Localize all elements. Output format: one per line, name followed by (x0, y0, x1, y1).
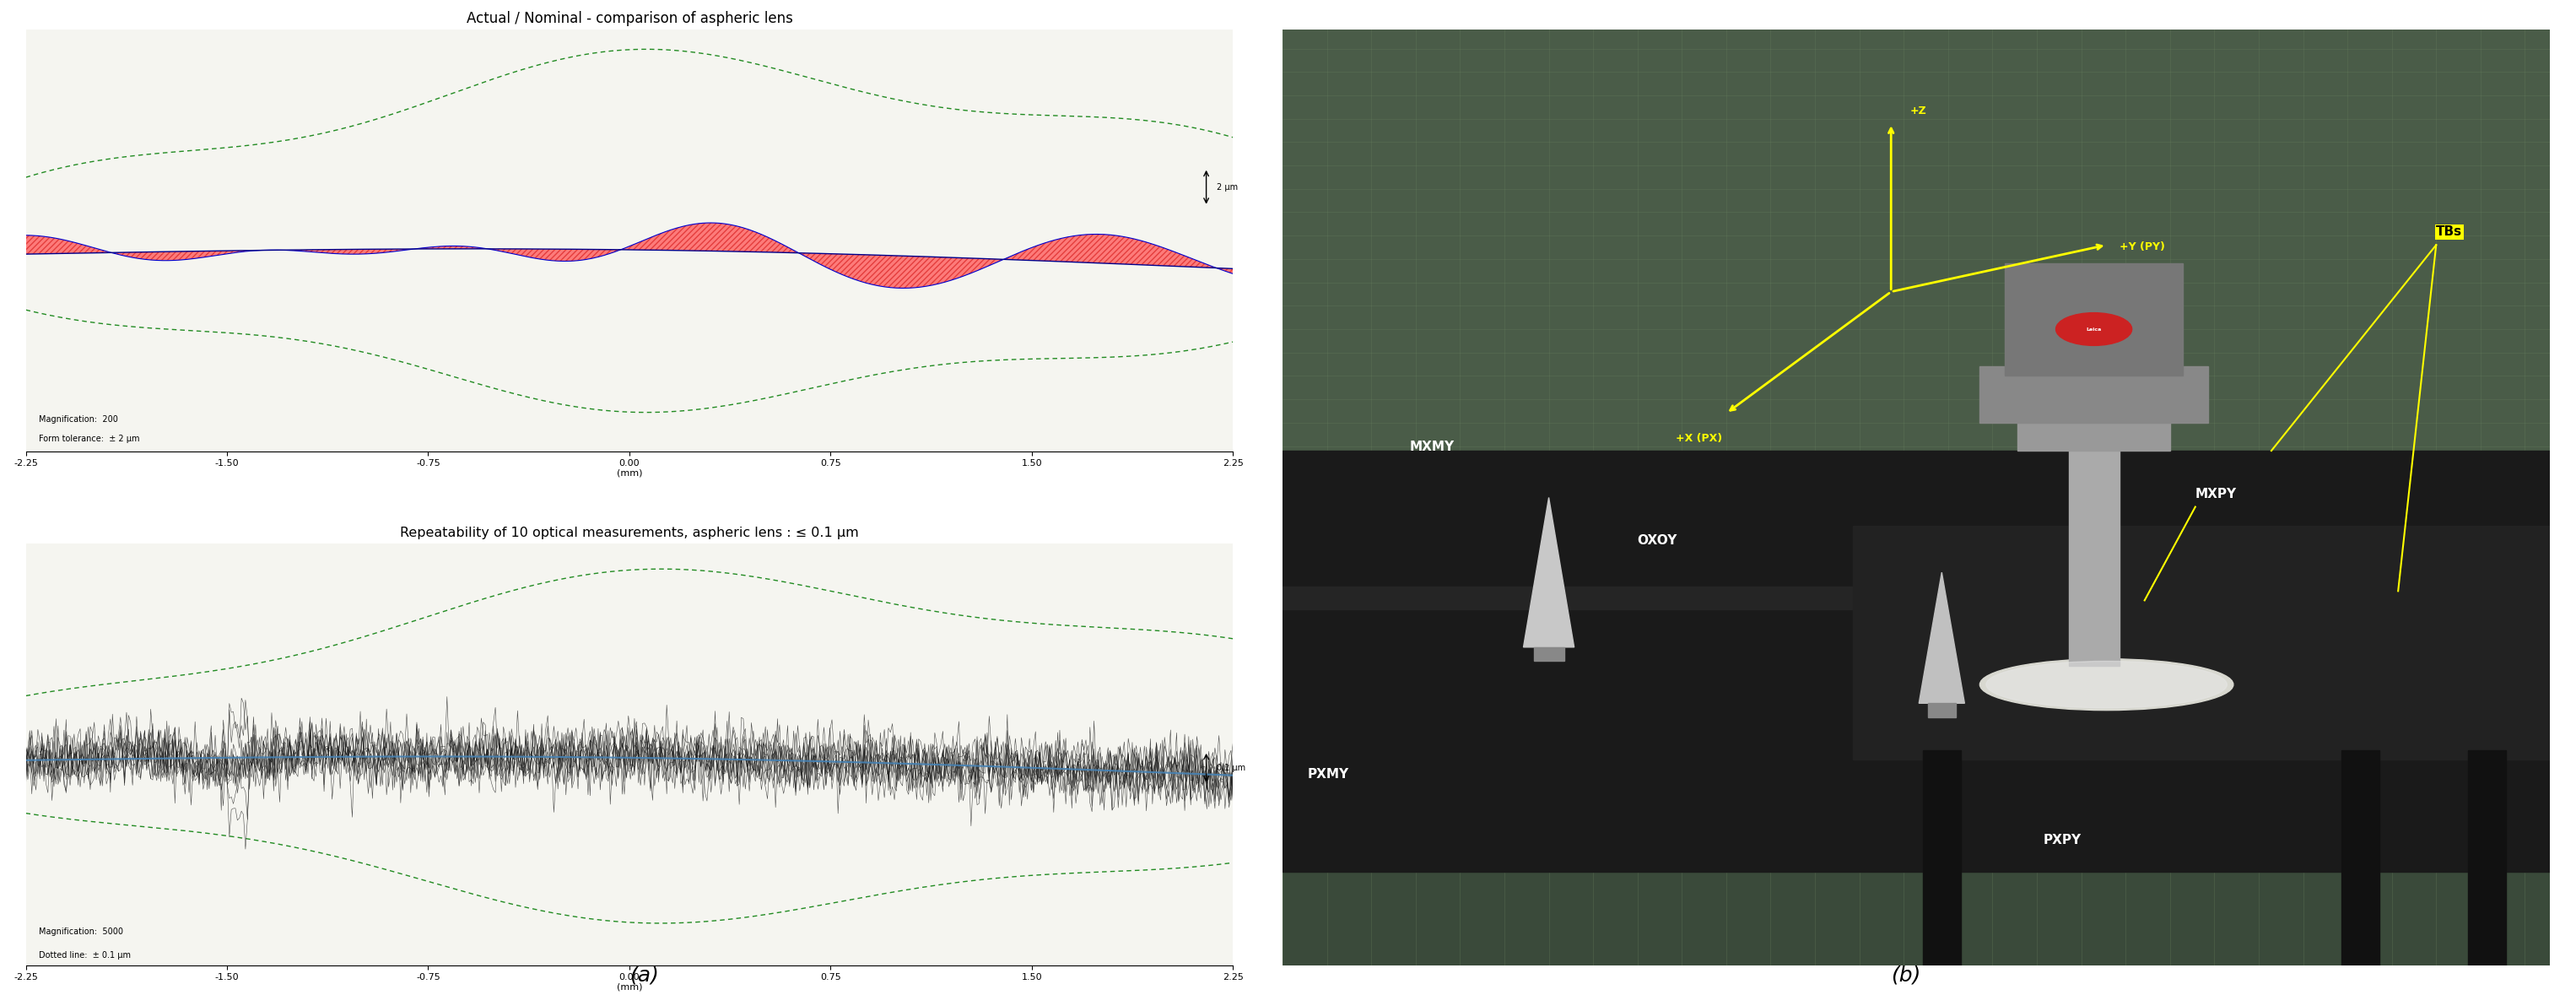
Bar (1533, 647, 1564, 662)
Bar (1922, 750, 1960, 965)
Bar (2069, 432, 2120, 666)
Text: TBs: TBs (2437, 226, 2463, 238)
Polygon shape (1919, 572, 1965, 703)
Text: 2 μm: 2 μm (1216, 183, 1239, 191)
X-axis label: (mm): (mm) (616, 983, 641, 991)
Text: Dotted line:  ± 0.1 μm: Dotted line: ± 0.1 μm (39, 951, 131, 959)
Text: OXOY: OXOY (1638, 534, 1677, 547)
Title: Actual / Nominal - comparison of aspheric lens: Actual / Nominal - comparison of aspheri… (466, 11, 793, 26)
Bar (1852, 525, 2550, 759)
Bar (2468, 750, 2506, 965)
Bar (2342, 750, 2380, 965)
Text: +Y (PY): +Y (PY) (2120, 241, 2164, 252)
Text: +Z: +Z (1909, 105, 1927, 116)
Text: MXMY: MXMY (1409, 441, 1455, 454)
Text: 0.1 μm: 0.1 μm (1216, 763, 1247, 772)
Text: Magnification:  200: Magnification: 200 (39, 416, 118, 424)
Ellipse shape (1986, 662, 2228, 708)
Ellipse shape (1981, 659, 2233, 710)
Text: +X (PX): +X (PX) (1674, 433, 1723, 444)
Text: (a): (a) (629, 965, 659, 985)
Bar (2004, 264, 2182, 376)
Text: (b): (b) (1891, 965, 1922, 985)
Title: Repeatability of 10 optical measurements, aspheric lens : ≤ 0.1 μm: Repeatability of 10 optical measurements… (399, 526, 858, 539)
Polygon shape (1522, 498, 1574, 647)
Bar (1283, 586, 2298, 610)
X-axis label: (mm): (mm) (616, 469, 641, 478)
Text: PXMY: PXMY (1309, 768, 1350, 781)
Text: Leica: Leica (2087, 327, 2102, 331)
Bar (1283, 451, 2550, 872)
Bar (1927, 703, 1955, 717)
Text: Magnification:  5000: Magnification: 5000 (39, 927, 124, 936)
Text: Form tolerance:  ± 2 μm: Form tolerance: ± 2 μm (39, 435, 139, 444)
Text: MXPY: MXPY (2195, 488, 2236, 500)
Text: PXPY: PXPY (2043, 834, 2081, 846)
Bar (2017, 413, 2169, 451)
Bar (1283, 30, 2550, 544)
Bar (1981, 366, 2208, 423)
Ellipse shape (2056, 312, 2133, 345)
